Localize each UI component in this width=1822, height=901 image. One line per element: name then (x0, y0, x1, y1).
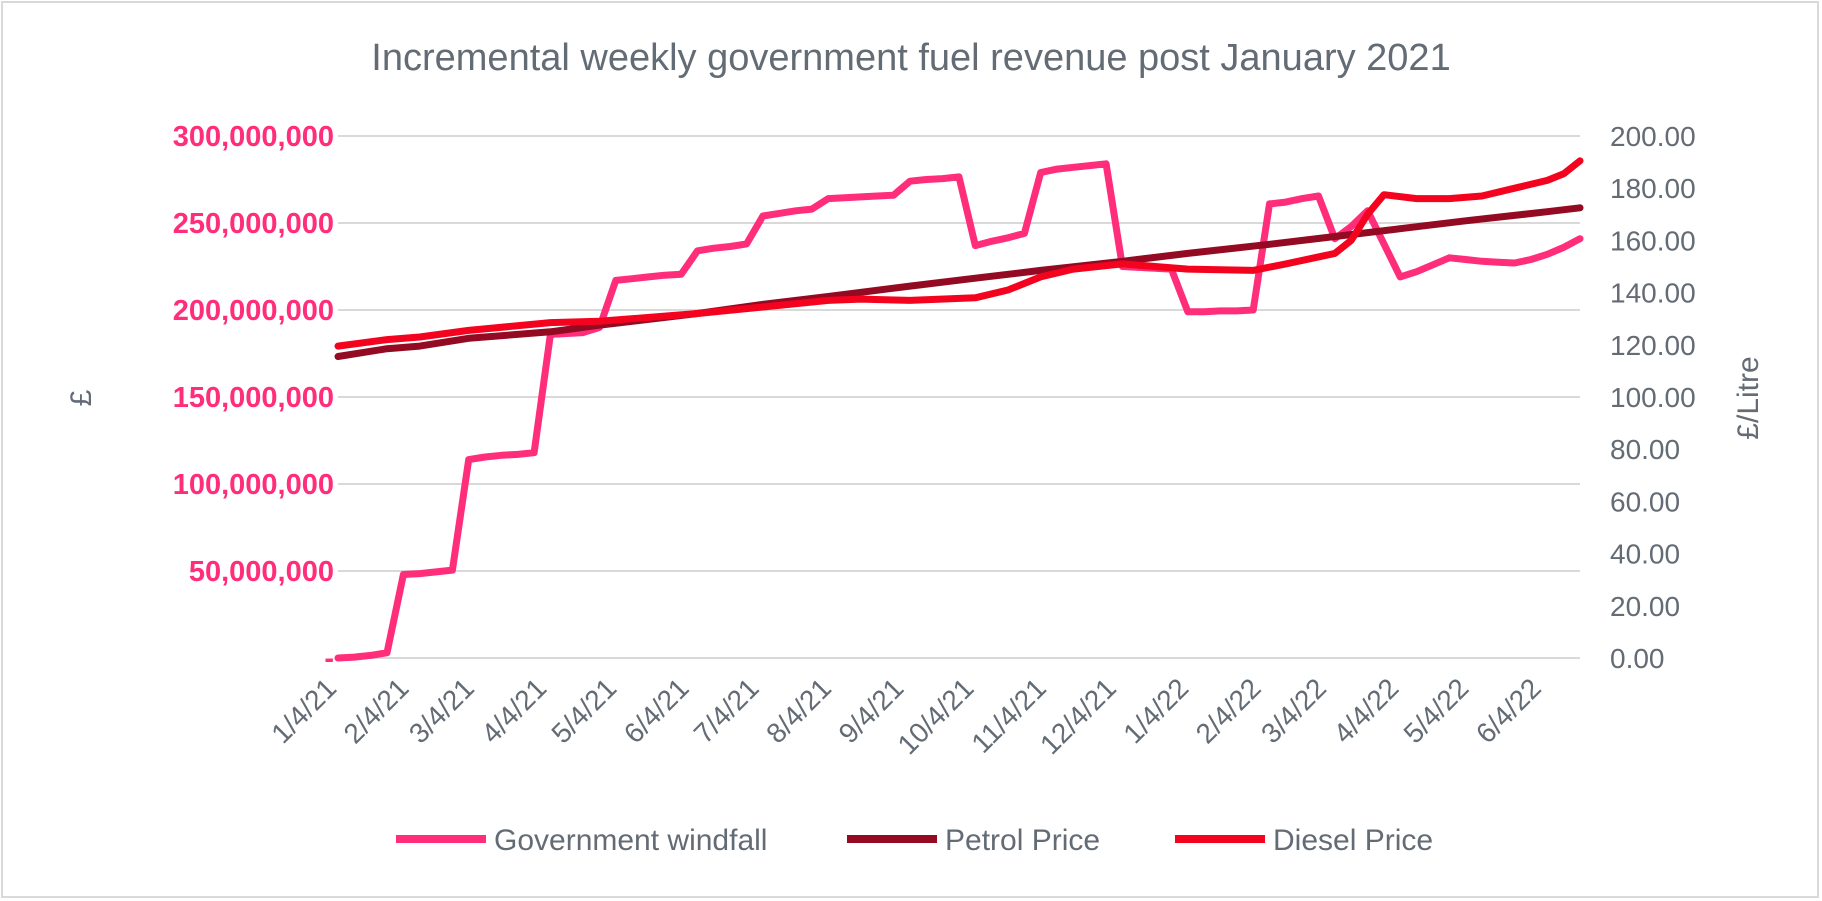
government-windfall-line (334, 160, 1584, 662)
right-axis-ticks: 0.00 20.00 40.00 60.00 80.00 100.00 120.00 140.… (1610, 121, 1696, 674)
right-tick-label: 100.00 (1610, 382, 1696, 413)
left-tick-label: - (324, 643, 334, 675)
right-tick-label: 40.00 (1610, 539, 1680, 570)
right-tick-label: 180.00 (1610, 173, 1696, 204)
x-tick-label: 12/4/21 (1034, 672, 1122, 760)
right-tick-label: 120.00 (1610, 330, 1696, 361)
right-tick-label: 140.00 (1610, 278, 1696, 309)
left-tick-label: 100,000,000 (173, 469, 334, 501)
left-tick-label: 250,000,000 (173, 208, 334, 240)
right-tick-label: 0.00 (1610, 643, 1665, 674)
right-tick-label: 80.00 (1610, 434, 1680, 465)
x-tick-label: 5/4/21 (545, 672, 622, 749)
x-tick-label: 5/4/22 (1398, 672, 1475, 749)
petrol-price-line (334, 204, 1584, 360)
x-tick-label: 4/4/21 (475, 672, 552, 749)
x-tick-label: 3/4/21 (403, 672, 480, 749)
left-tick-label: 200,000,000 (173, 295, 334, 327)
left-axis-ticks: - 50,000,000 100,000,000 150,000,000 200,000… (173, 121, 334, 675)
government-windfall-legend-label: Government windfall (494, 824, 767, 857)
x-tick-label: 2/4/21 (338, 672, 415, 749)
x-tick-label: 1/4/21 (265, 672, 342, 749)
x-tick-label: 10/4/21 (892, 672, 980, 760)
petrol-price-legend-label: Petrol Price (945, 824, 1100, 857)
x-tick-label: 1/4/22 (1117, 672, 1194, 749)
right-tick-label: 20.00 (1610, 591, 1680, 622)
x-tick-label: 8/4/21 (760, 672, 837, 749)
left-axis-label: £ (65, 389, 98, 406)
x-tick-label: 6/4/22 (1470, 672, 1547, 749)
legend: Government windfall Petrol Price Diesel Pr… (396, 824, 1433, 857)
right-tick-label: 160.00 (1610, 225, 1696, 256)
diesel-price-line (334, 157, 1584, 350)
right-axis-label: £/Litre (1732, 356, 1765, 439)
right-tick-label: 60.00 (1610, 486, 1680, 517)
x-tick-label: 11/4/21 (965, 672, 1052, 759)
x-tick-label: 7/4/21 (688, 672, 765, 749)
gridlines (338, 135, 1580, 659)
series-lines (334, 157, 1584, 662)
left-tick-label: 150,000,000 (173, 382, 334, 414)
diesel-price-legend-label: Diesel Price (1273, 824, 1433, 857)
x-tick-label: 4/4/22 (1328, 672, 1405, 749)
x-tick-label: 3/4/22 (1255, 672, 1332, 749)
left-tick-label: 300,000,000 (173, 121, 334, 153)
left-tick-label: 50,000,000 (189, 556, 334, 588)
right-tick-label: 200.00 (1610, 121, 1696, 152)
x-axis-ticks: 1/4/212/4/213/4/214/4/215/4/216/4/217/4/… (265, 672, 1547, 760)
x-tick-label: 2/4/22 (1190, 672, 1267, 749)
x-tick-label: 6/4/21 (618, 672, 695, 749)
chart-title: Incremental weekly government fuel reven… (371, 37, 1450, 79)
